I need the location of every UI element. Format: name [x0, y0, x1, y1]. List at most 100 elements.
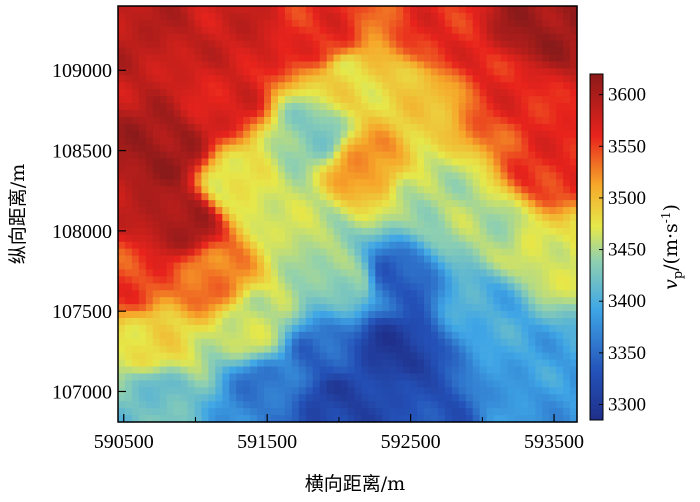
heatmap-cell: [229, 359, 237, 368]
heatmap-cell: [173, 137, 182, 146]
heatmap-cell: [166, 269, 175, 277]
heatmap-cell: [152, 331, 161, 340]
heatmap-cell: [257, 12, 265, 21]
heatmap-cell: [430, 12, 439, 21]
heatmap-cell: [444, 6, 453, 14]
heatmap-cell: [173, 193, 182, 201]
heatmap-cell: [542, 220, 550, 229]
heatmap-cell: [124, 366, 133, 375]
heatmap-cell: [354, 89, 362, 97]
heatmap-cell: [138, 179, 147, 187]
heatmap-cell: [424, 304, 432, 312]
heatmap-cell: [542, 116, 550, 125]
heatmap-cell: [145, 158, 154, 167]
heatmap-cell: [243, 366, 251, 375]
heatmap-cell: [333, 262, 342, 271]
heatmap-cell: [535, 172, 543, 180]
heatmap-cell: [549, 40, 557, 49]
heatmap-cell: [347, 172, 356, 180]
heatmap-cell: [528, 373, 536, 381]
heatmap-cell: [145, 352, 154, 361]
heatmap-cell: [284, 401, 293, 409]
heatmap-cell: [465, 172, 474, 180]
heatmap-cell: [347, 394, 356, 402]
heatmap-cell: [549, 54, 557, 63]
heatmap-cell: [236, 311, 244, 319]
heatmap-cell: [361, 311, 369, 319]
heatmap-cell: [222, 214, 230, 222]
heatmap-cell: [229, 304, 237, 312]
heatmap-cell: [410, 193, 418, 201]
heatmap-cell: [375, 373, 383, 381]
heatmap-cell: [437, 304, 446, 312]
heatmap-cell: [500, 366, 509, 375]
heatmap-cell: [118, 130, 126, 139]
heatmap-cell: [173, 179, 182, 187]
heatmap-cell: [257, 89, 265, 97]
heatmap-cell: [250, 144, 258, 153]
heatmap-cell: [354, 269, 362, 277]
heatmap-cell: [271, 241, 279, 250]
heatmap-cell: [542, 144, 550, 153]
heatmap-cell: [173, 144, 182, 153]
heatmap-cell: [493, 352, 502, 361]
heatmap-cell: [291, 283, 300, 291]
heatmap-cell: [556, 331, 564, 340]
heatmap-cell: [159, 123, 168, 132]
heatmap-cell: [326, 123, 335, 132]
heatmap-cell: [549, 297, 557, 305]
heatmap-cell: [361, 144, 369, 153]
heatmap-cell: [180, 186, 189, 194]
heatmap-cell: [271, 304, 279, 312]
heatmap-cell: [152, 255, 161, 264]
heatmap-cell: [375, 12, 383, 21]
heatmap-cell: [514, 318, 522, 326]
heatmap-cell: [124, 220, 133, 229]
heatmap-cell: [208, 151, 216, 160]
heatmap-cell: [542, 262, 550, 271]
heatmap-cell: [403, 359, 411, 368]
heatmap-cell: [451, 165, 460, 173]
heatmap-cell: [215, 110, 223, 118]
heatmap-cell: [326, 401, 335, 409]
heatmap-cell: [298, 401, 307, 409]
heatmap-cell: [493, 387, 502, 395]
heatmap-cell: [264, 387, 272, 395]
heatmap-cell: [556, 68, 564, 76]
heatmap-cell: [243, 75, 251, 83]
heatmap-cell: [417, 220, 425, 229]
heatmap-cell: [166, 345, 175, 354]
heatmap-cell: [236, 276, 244, 284]
heatmap-cell: [187, 248, 196, 257]
heatmap-cell: [465, 19, 474, 28]
heatmap-cell: [271, 387, 279, 395]
heatmap-cell: [389, 158, 397, 167]
heatmap-cell: [236, 54, 244, 63]
heatmap-cell: [208, 40, 216, 49]
heatmap-cell: [166, 331, 175, 340]
heatmap-cell: [243, 234, 251, 243]
heatmap-cell: [326, 276, 335, 284]
heatmap-cell: [118, 394, 126, 402]
heatmap-cell: [521, 96, 529, 104]
heatmap-cell: [368, 61, 376, 69]
heatmap-cell: [298, 151, 307, 160]
heatmap-cell: [194, 408, 203, 416]
heatmap-cell: [430, 200, 439, 208]
heatmap-cell: [284, 214, 293, 222]
heatmap-cell: [347, 408, 356, 416]
heatmap-cell: [389, 179, 397, 187]
heatmap-cell: [535, 96, 543, 104]
heatmap-cell: [563, 103, 571, 111]
heatmap-cell: [305, 179, 314, 187]
heatmap-cell: [319, 186, 328, 194]
heatmap-cell: [236, 207, 244, 215]
heatmap-cell: [187, 387, 196, 395]
heatmap-cell: [389, 380, 397, 388]
heatmap-cell: [493, 380, 502, 388]
heatmap-cell: [243, 380, 251, 388]
heatmap-cell: [410, 207, 418, 215]
heatmap-cell: [215, 12, 223, 21]
heatmap-cell: [430, 68, 439, 76]
heatmap-cell: [396, 345, 404, 354]
